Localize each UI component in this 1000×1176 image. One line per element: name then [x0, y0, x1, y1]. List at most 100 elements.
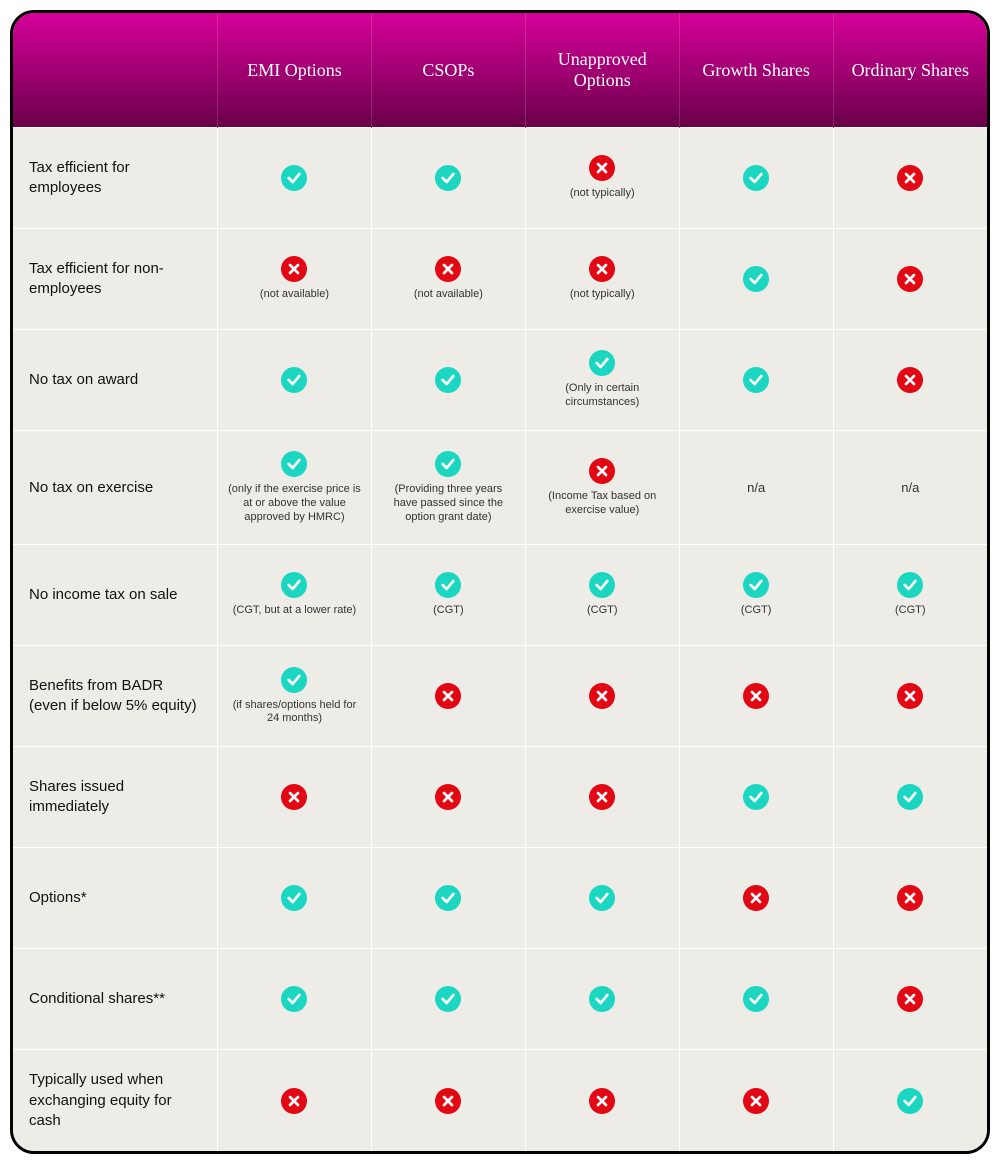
table-cell [833, 229, 987, 330]
table-cell [833, 128, 987, 229]
table-cell [679, 128, 833, 229]
cell-note: (not available) [414, 288, 483, 302]
check-icon [435, 572, 461, 598]
table-cell [679, 1050, 833, 1151]
header-blank [13, 13, 218, 128]
check-icon [281, 572, 307, 598]
comparison-table: EMI Options CSOPs Unapproved Options Gro… [13, 13, 987, 1151]
cross-icon [435, 1088, 461, 1114]
table-cell: (not typically) [525, 128, 679, 229]
cross-icon [897, 683, 923, 709]
header-growth: Growth Shares [679, 13, 833, 128]
cross-icon [897, 165, 923, 191]
check-icon [897, 572, 923, 598]
check-icon [743, 165, 769, 191]
table-cell [679, 646, 833, 747]
cross-icon [435, 256, 461, 282]
cross-icon [589, 1088, 615, 1114]
check-icon [435, 885, 461, 911]
check-icon [281, 451, 307, 477]
table-cell: (not available) [371, 229, 525, 330]
table-cell: (CGT) [833, 545, 987, 646]
table-row: Tax efficient for employees (not typicall… [13, 128, 987, 229]
check-icon [435, 451, 461, 477]
check-icon [281, 986, 307, 1012]
row-label: Tax efficient for employees [13, 128, 218, 229]
row-label: Typically used when exchanging equity fo… [13, 1050, 218, 1151]
table-cell: (CGT) [371, 545, 525, 646]
cell-note: (Providing three years have passed since… [382, 483, 515, 524]
check-icon [435, 986, 461, 1012]
row-label: Shares issued immediately [13, 747, 218, 848]
check-icon [743, 367, 769, 393]
na-text: n/a [901, 480, 919, 495]
table-cell: (Income Tax based on exercise value) [525, 431, 679, 545]
check-icon [589, 350, 615, 376]
header-csops: CSOPs [371, 13, 525, 128]
table-cell: (Only in certain circumstances) [525, 330, 679, 431]
table-cell [525, 949, 679, 1050]
cross-icon [435, 683, 461, 709]
table-cell: (not typically) [525, 229, 679, 330]
check-icon [743, 266, 769, 292]
table-cell [218, 330, 372, 431]
check-icon [743, 572, 769, 598]
check-icon [589, 572, 615, 598]
cell-note: (Only in certain circumstances) [536, 382, 669, 410]
table-cell [525, 848, 679, 949]
table-cell: (only if the exercise price is at or abo… [218, 431, 372, 545]
table-cell [833, 747, 987, 848]
cell-note: (CGT) [433, 604, 464, 618]
table-cell [218, 1050, 372, 1151]
table-row: No income tax on sale(CGT, but at a lowe… [13, 545, 987, 646]
cross-icon [743, 885, 769, 911]
table-cell [679, 949, 833, 1050]
cross-icon [589, 683, 615, 709]
table-cell: n/a [833, 431, 987, 545]
check-icon [743, 784, 769, 810]
row-label: No tax on award [13, 330, 218, 431]
table-cell [218, 848, 372, 949]
cell-note: (not typically) [570, 187, 635, 201]
table-row: Options* [13, 848, 987, 949]
check-icon [281, 367, 307, 393]
table-row: No tax on exercise(only if the exercise … [13, 431, 987, 545]
table-body: Tax efficient for employees (not typicall… [13, 128, 987, 1152]
table-row: Benefits from BADR (even if below 5% equ… [13, 646, 987, 747]
row-label: No tax on exercise [13, 431, 218, 545]
table-cell: (CGT) [679, 545, 833, 646]
table-cell [833, 848, 987, 949]
table-cell [679, 848, 833, 949]
table-cell [679, 229, 833, 330]
table-row: Tax efficient for non-employees (not avai… [13, 229, 987, 330]
table-row: Shares issued immediately [13, 747, 987, 848]
table-cell [371, 330, 525, 431]
cell-note: (CGT, but at a lower rate) [233, 604, 357, 618]
row-label: Benefits from BADR (even if below 5% equ… [13, 646, 218, 747]
check-icon [589, 885, 615, 911]
table-cell [371, 747, 525, 848]
cross-icon [897, 266, 923, 292]
check-icon [281, 165, 307, 191]
header-unapproved: Unapproved Options [525, 13, 679, 128]
check-icon [435, 367, 461, 393]
cross-icon [281, 784, 307, 810]
table-cell [679, 747, 833, 848]
row-label: Tax efficient for non-employees [13, 229, 218, 330]
table-cell [218, 949, 372, 1050]
cross-icon [589, 256, 615, 282]
cross-icon [589, 155, 615, 181]
cell-note: (CGT) [741, 604, 772, 618]
row-label: Conditional shares** [13, 949, 218, 1050]
cross-icon [435, 784, 461, 810]
table-cell: (CGT, but at a lower rate) [218, 545, 372, 646]
cross-icon [897, 986, 923, 1012]
cell-note: (CGT) [895, 604, 926, 618]
table-cell [371, 646, 525, 747]
header-emi: EMI Options [218, 13, 372, 128]
check-icon [589, 986, 615, 1012]
cell-note: (Income Tax based on exercise value) [536, 490, 669, 518]
cross-icon [281, 1088, 307, 1114]
table-cell [833, 646, 987, 747]
table-cell [679, 330, 833, 431]
